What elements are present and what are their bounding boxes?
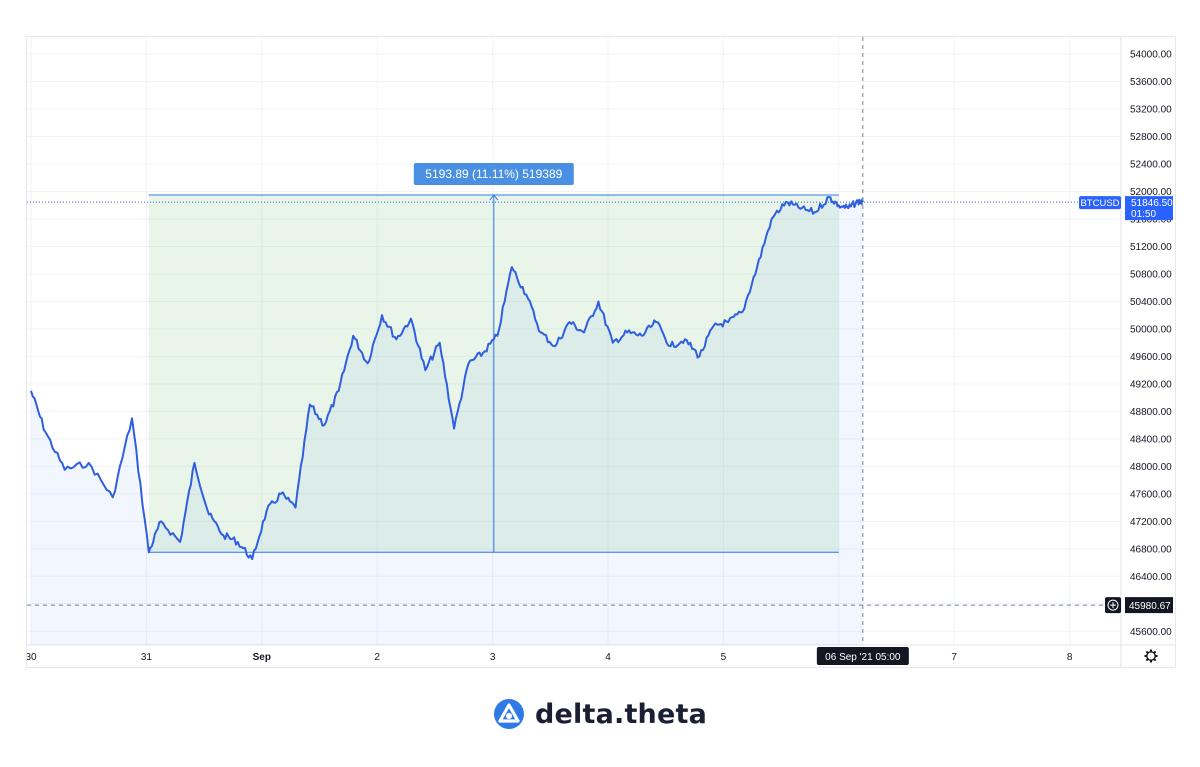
y-tick-label: 50400.00 [1130,297,1172,308]
x-tick-label: 7 [951,652,957,663]
x-tick-label: 3 [490,652,496,663]
x-tick-label: 4 [605,652,611,663]
y-tick-label: 49600.00 [1130,352,1172,363]
measure-arrow-head [489,194,499,201]
y-tick-label: 50800.00 [1130,270,1172,281]
y-tick-label: 53200.00 [1130,105,1172,116]
crosshair-time-text: 06 Sep '21 05:00 [825,652,901,663]
price-chart[interactable]: 45600.0046000.0046400.0046800.0047200.00… [27,37,1175,667]
measure-label-box [413,163,574,186]
y-tick-label: 53600.00 [1130,77,1172,88]
settings-gear-icon[interactable] [1144,649,1158,663]
crosshair-price-text: 45980.67 [1129,601,1171,612]
plus-icon [1107,599,1119,611]
crosshair-time-badge [816,647,909,665]
x-tick-label: 8 [1067,652,1073,663]
y-tick-label: 46800.00 [1130,544,1172,555]
y-tick-label: 51200.00 [1130,242,1172,253]
last-price-text: 51846.50 [1131,198,1173,209]
y-tick-label: 49200.00 [1130,379,1172,390]
x-tick-label: 2 [374,652,380,663]
symbol-badge [1079,196,1121,210]
y-tick-label: 48800.00 [1130,407,1172,418]
y-tick-label: 46400.00 [1130,572,1172,583]
price-area-fill [31,197,863,645]
x-tick-label: Sep [253,652,271,663]
y-tick-label: 47200.00 [1130,517,1172,528]
x-tick-label: 31 [141,652,153,663]
y-tick-label: 50000.00 [1130,324,1172,335]
y-tick-label: 52800.00 [1130,132,1172,143]
delta-theta-logo-icon [493,699,524,729]
y-tick-label: 45600.00 [1130,627,1172,638]
measure-label-text: 5193.89 (11.11%) 519389 [425,167,562,181]
symbol-badge-text: BTCUSD [1080,198,1119,209]
y-tick-label: 48400.00 [1130,434,1172,445]
y-tick-label: 52000.00 [1130,187,1172,198]
price-line [30,196,864,561]
x-tick-label: 5 [721,652,727,663]
brand-name: delta.theta [534,698,708,730]
y-tick-label: 47600.00 [1130,489,1172,500]
countdown-text: 01:50 [1131,209,1156,220]
crosshair-price-badge [1125,597,1173,614]
y-tick-label: 54000.00 [1130,50,1172,61]
chart-panel[interactable]: 45600.0046000.0046400.0046800.0047200.00… [26,36,1176,668]
x-tick-label: 30 [27,652,37,663]
last-price-badge [1125,196,1173,221]
brand-footer: delta.theta [0,692,1200,736]
y-tick-label: 52400.00 [1130,160,1172,171]
y-tick-label: 48000.00 [1130,462,1172,473]
